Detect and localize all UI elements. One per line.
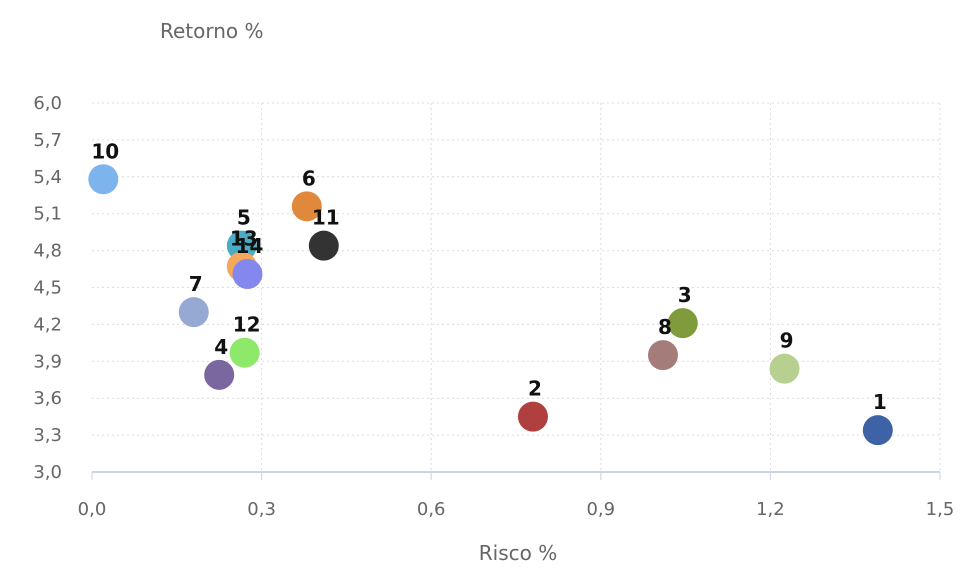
- grid: [92, 102, 941, 472]
- x-tick-label: 0,0: [78, 499, 107, 520]
- data-point-12[interactable]: [229, 337, 260, 368]
- data-point-8[interactable]: [647, 340, 678, 371]
- data-point-label-4: 4: [214, 335, 228, 359]
- data-point-label-3: 3: [678, 283, 692, 307]
- data-point-label-2: 2: [528, 377, 542, 401]
- data-point-7[interactable]: [178, 297, 209, 328]
- y-tick-label: 5,4: [33, 167, 62, 188]
- data-point-label-5: 5: [237, 206, 251, 230]
- data-point-9[interactable]: [769, 353, 800, 384]
- data-point-4[interactable]: [204, 359, 235, 390]
- x-tick-label: 0,3: [247, 499, 276, 520]
- y-axis-title: Retorno %: [160, 19, 264, 43]
- x-tick-label: 0,6: [417, 499, 446, 520]
- y-tick-label: 5,7: [33, 130, 62, 151]
- data-point-14[interactable]: [232, 258, 263, 289]
- y-tick-label: 3,9: [33, 351, 62, 372]
- data-point-label-12: 12: [233, 313, 261, 337]
- y-tick-label: 4,5: [33, 278, 62, 299]
- y-tick-label: 3,6: [33, 388, 62, 409]
- data-point-6[interactable]: [291, 191, 322, 222]
- data-point-label-1: 1: [873, 390, 887, 414]
- data-point-label-11: 11: [312, 206, 340, 230]
- axes: [91, 471, 941, 480]
- data-point-label-13: 13: [230, 227, 258, 251]
- y-tick-label: 3,0: [33, 462, 62, 483]
- data-point-10[interactable]: [88, 164, 119, 195]
- x-tick-label: 1,5: [926, 499, 955, 520]
- x-tick-label: 0,9: [586, 499, 615, 520]
- y-tick-label: 6,0: [33, 93, 62, 114]
- x-axis-title: Risco %: [479, 541, 557, 565]
- data-point-label-6: 6: [302, 166, 316, 190]
- data-point-label-14: 14: [236, 234, 264, 258]
- y-tick-label: 3,3: [33, 425, 62, 446]
- y-tick-label: 4,2: [33, 314, 62, 335]
- data-point-3[interactable]: [667, 308, 698, 339]
- data-point-label-7: 7: [189, 272, 203, 296]
- data-point-2[interactable]: [517, 401, 548, 432]
- x-tick-label: 1,2: [756, 499, 785, 520]
- data-point-5[interactable]: [226, 230, 257, 261]
- y-tick-label: 4,8: [33, 241, 62, 262]
- data-point-label-8: 8: [658, 315, 672, 339]
- data-point-1[interactable]: [862, 415, 893, 446]
- data-point-label-9: 9: [780, 329, 794, 353]
- data-point-label-10: 10: [91, 139, 119, 163]
- data-point-11[interactable]: [308, 230, 339, 261]
- tick-labels: 3,0 3,3 3,6 3,9 4,2 4,5 4,8 5,1 5,4 5,7 6,0 0,0 0,3 0…: [33, 93, 954, 520]
- y-tick-label: 5,1: [33, 204, 62, 225]
